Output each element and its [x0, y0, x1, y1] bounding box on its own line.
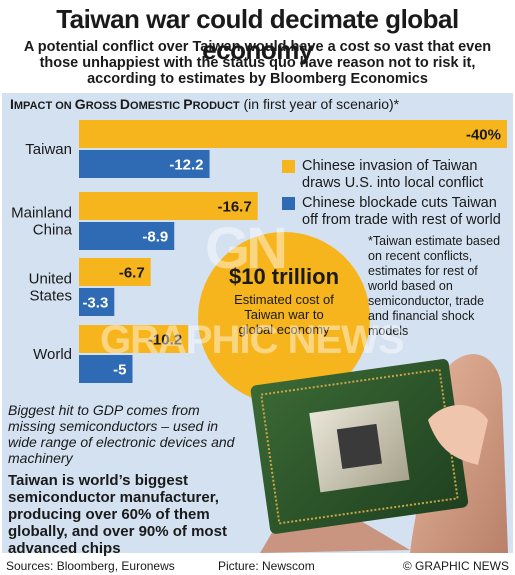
- category-label: World: [33, 346, 72, 363]
- watermark-logo: GN: [205, 216, 288, 281]
- semiconductor-note: Biggest hit to GDP comes from missing se…: [8, 402, 235, 466]
- chip-core: [336, 423, 382, 470]
- legend-swatch-invasion: [282, 160, 295, 173]
- section-title: IMPACT ON GROSS DOMESTIC PRODUCT (in fir…: [10, 96, 399, 112]
- section-title-part: ROSS: [85, 100, 120, 112]
- section-title-part: G: [74, 96, 86, 112]
- category-label: China: [33, 222, 73, 239]
- watermark-text: GRAPHIC NEWS: [100, 318, 405, 362]
- cost-value: $10 trillion: [228, 264, 340, 289]
- bar-invasion: [79, 325, 189, 353]
- bar-label-invasion: -10.2: [148, 332, 182, 349]
- bar-label-blockade: -8.9: [142, 229, 168, 246]
- bar-label-invasion: -40%: [466, 127, 501, 144]
- page-title: Taiwan war could decimate global economy: [56, 4, 459, 65]
- section-title-part: OMESTIC: [130, 100, 184, 112]
- bar-label-blockade: -3.3: [82, 295, 108, 312]
- page-subtitle: A potential conflict over Taiwan would h…: [23, 39, 492, 87]
- section-title-part: P: [183, 96, 193, 112]
- bar-blockade: [79, 150, 210, 178]
- bar-invasion: [79, 120, 507, 148]
- bar-invasion: [79, 258, 151, 286]
- bar-label-invasion: -16.7: [217, 199, 251, 216]
- legend-swatch-blockade: [282, 197, 295, 210]
- semiconductor-chip-photo: [250, 354, 508, 553]
- footer-sources: Sources: Bloomberg, Euronews: [6, 559, 175, 573]
- bar-invasion: [79, 192, 258, 220]
- category-label: Taiwan: [25, 141, 72, 158]
- bar-blockade: [79, 222, 175, 250]
- bar-label-blockade: -12.2: [169, 157, 203, 174]
- category-label: Mainland: [11, 205, 72, 222]
- footer-credit: © GRAPHIC NEWS: [402, 559, 509, 573]
- thumb-shape: [428, 405, 488, 465]
- section-title-part: RODUCT: [192, 100, 240, 112]
- footnote: *Taiwan estimate based on recent conflic…: [368, 234, 501, 338]
- legend-label-invasion: Chinese invasion of Taiwan draws U.S. in…: [302, 158, 484, 191]
- section-title-part: I: [10, 96, 14, 112]
- footer-picture-credit: Picture: Newscom: [218, 559, 315, 573]
- footer: Sources: Bloomberg, Euronews Picture: Ne…: [0, 555, 515, 575]
- category-label: United: [29, 271, 72, 288]
- bar-blockade: [79, 288, 115, 316]
- legend-label-blockade: Chinese blockade cuts Taiwan off from tr…: [302, 195, 501, 228]
- section-title-note: (in first year of scenario)*: [239, 96, 400, 112]
- section-title-part: D: [119, 96, 131, 112]
- bar-label-invasion: -6.7: [119, 265, 145, 282]
- category-label: States: [29, 288, 72, 305]
- taiwan-manufacturing-note: Taiwan is world’s biggest semiconductor …: [8, 472, 227, 557]
- section-title-part: MPACT ON: [13, 100, 75, 112]
- cost-caption: Estimated cost of Taiwan war to global e…: [234, 292, 334, 337]
- bar-label-blockade: -5: [113, 362, 126, 379]
- bar-blockade: [79, 355, 133, 383]
